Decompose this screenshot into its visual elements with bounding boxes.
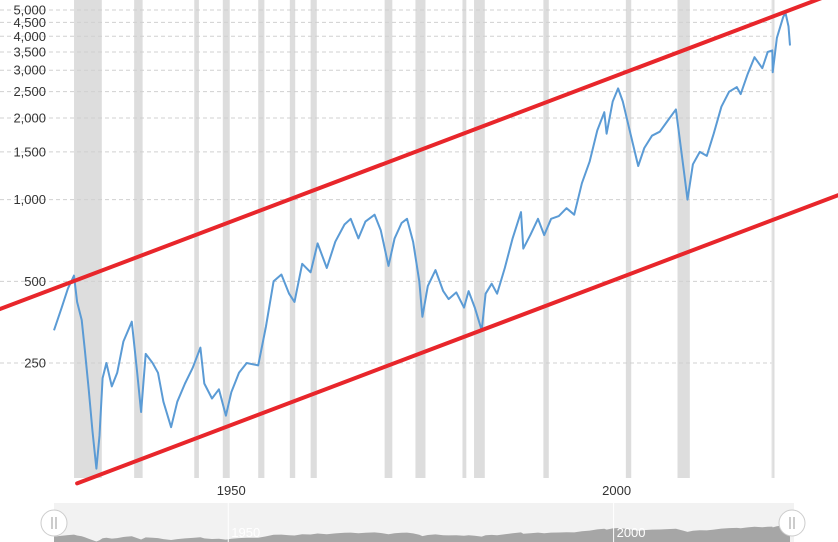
recession-band bbox=[194, 0, 199, 478]
recession-band bbox=[310, 0, 317, 478]
recession-band bbox=[462, 0, 467, 478]
navigator-area bbox=[54, 525, 790, 542]
recession-band bbox=[625, 0, 632, 478]
y-gridlines bbox=[0, 9, 772, 364]
recession-band bbox=[474, 0, 485, 478]
y-tick-label: 4,000 bbox=[13, 29, 46, 44]
series-line bbox=[53, 11, 791, 470]
recession-band bbox=[677, 0, 690, 478]
y-tick-label: 3,500 bbox=[13, 45, 46, 60]
y-tick-label: 2,500 bbox=[13, 84, 46, 99]
y-tick-label: 1,500 bbox=[13, 144, 46, 159]
y-tick-label: 2,000 bbox=[13, 110, 46, 125]
recession-band bbox=[134, 0, 143, 478]
recession-band bbox=[289, 0, 296, 478]
navigator-label: 1950 bbox=[231, 525, 260, 540]
recession-band bbox=[771, 0, 775, 478]
y-tick-label: 5,000 bbox=[13, 3, 46, 18]
series-layer bbox=[53, 11, 791, 470]
recession-band bbox=[222, 0, 230, 478]
y-tick-label: 500 bbox=[24, 274, 46, 289]
navigator-right-handle[interactable] bbox=[778, 509, 806, 537]
navigator-labels: 1950 2000 bbox=[227, 503, 646, 542]
upper-trend-line bbox=[0, 0, 823, 312]
drag-handle-icon[interactable] bbox=[778, 509, 806, 537]
recession-band bbox=[74, 0, 102, 478]
x-tick-label: 2000 bbox=[602, 483, 631, 498]
trend-lines bbox=[0, 0, 838, 486]
y-tick-label: 1,000 bbox=[13, 192, 46, 207]
y-tick-label: 3,000 bbox=[13, 63, 46, 78]
x-tick-label: 1950 bbox=[217, 483, 246, 498]
recession-band bbox=[543, 0, 549, 478]
y-tick-label: 4,500 bbox=[13, 15, 46, 30]
drag-handle-icon[interactable] bbox=[40, 509, 68, 537]
navigator[interactable]: 1950 2000 bbox=[40, 503, 806, 542]
navigator-label: 2000 bbox=[617, 525, 646, 540]
recession-bands bbox=[74, 0, 775, 478]
recession-band bbox=[384, 0, 393, 478]
navigator-left-handle[interactable] bbox=[40, 509, 68, 537]
recession-band bbox=[258, 0, 265, 478]
x-axis-ticks: 1950 2000 bbox=[217, 483, 631, 498]
y-tick-label: 250 bbox=[24, 356, 46, 371]
recession-band bbox=[415, 0, 426, 478]
lower-trend-line bbox=[75, 193, 838, 486]
